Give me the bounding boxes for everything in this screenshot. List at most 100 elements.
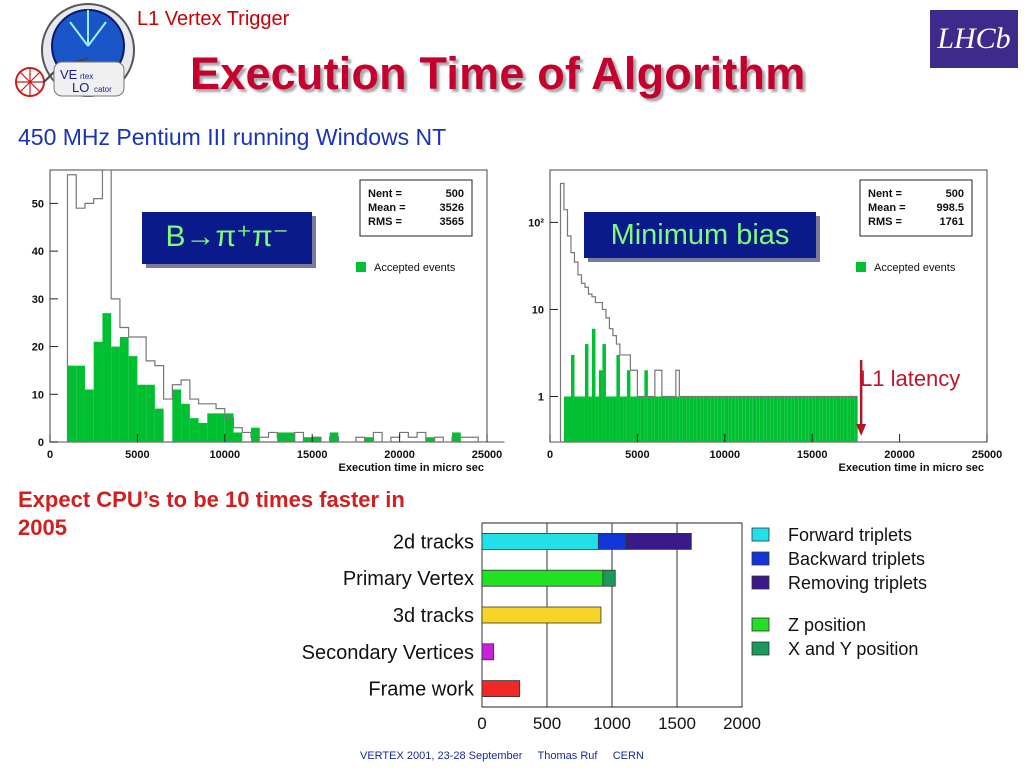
histogram-bar-accepted (425, 437, 435, 442)
stats-key-mean: Mean = (868, 202, 906, 214)
histogram-bar-accepted (843, 396, 848, 442)
histogram-bar-accepted (665, 396, 669, 442)
histogram-bar-accepted (619, 396, 624, 442)
histogram-bar-accepted (763, 396, 767, 442)
histogram-bar-accepted (728, 396, 732, 442)
panel-tag-minimum-bias-label: Minimum bias (610, 219, 790, 251)
histogram-bar-accepted (756, 396, 760, 442)
histogram-bar-accepted (595, 396, 599, 442)
histogram-bar-accepted (808, 396, 813, 442)
histogram-bar-accepted (224, 413, 234, 442)
histogram-bar-accepted (76, 365, 85, 442)
x-tick-label: 5000 (125, 449, 149, 461)
x-axis-label: Execution time in micro sec (339, 462, 485, 474)
histogram-bar-accepted (801, 396, 806, 442)
histogram-bar-accepted (172, 389, 182, 442)
histogram-bar-accepted (787, 396, 792, 442)
panel-tag-b-pipi-label: B→π⁺π⁻ (165, 220, 289, 253)
histogram-bar-accepted (207, 413, 217, 442)
histogram-bar-accepted (303, 437, 313, 442)
category-label: Secondary Vertices (302, 642, 474, 664)
category-label: 2d tracks (393, 531, 474, 553)
histogram-bar-accepted (93, 341, 103, 442)
x-tick-label: 10000 (710, 449, 741, 461)
x-tick-label: 15000 (797, 449, 828, 461)
histogram-bar-accepted (738, 396, 743, 442)
histogram-bar-accepted (822, 396, 827, 442)
legend-label-accepted: Accepted events (874, 262, 956, 274)
histogram-bar-accepted (675, 396, 680, 442)
y-tick-label: 10 (532, 304, 544, 316)
histogram-bar-accepted (717, 396, 722, 442)
histogram-bar-accepted (181, 403, 190, 442)
stats-value-nent: 500 (946, 188, 964, 200)
histogram-outline-all-events (550, 182, 858, 443)
histogram-bar-accepted (833, 396, 837, 442)
y-tick-label: 20 (32, 342, 44, 354)
histogram-bar-accepted (647, 396, 652, 442)
y-tick-label: 30 (32, 294, 44, 306)
x-tick-label: 25000 (972, 449, 1003, 461)
y-tick-label: 10 (32, 389, 44, 401)
histogram-bar-accepted (784, 396, 788, 442)
cpu-note: Expect CPU’s to be 10 times faster in 20… (18, 487, 405, 540)
machine-note: 450 MHz Pentium III running Windows NT (18, 124, 447, 150)
histogram-bar-accepted (584, 344, 589, 442)
legend-label: Forward triplets (788, 525, 912, 545)
histogram-bar-accepted (640, 396, 645, 442)
bar-segment (597, 532, 627, 550)
x-tick-label: 10000 (210, 449, 241, 461)
histogram-bar-accepted (581, 396, 585, 442)
slide-subtitle: L1 Vertex Trigger (137, 8, 290, 30)
histogram-bar-accepted (815, 396, 820, 442)
x-axis-label: Execution time in micro sec (839, 462, 985, 474)
histogram-bar-accepted (198, 422, 208, 442)
histogram-bar-accepted (67, 365, 77, 442)
legend-label-accepted: Accepted events (374, 262, 456, 274)
histogram-bar-accepted (654, 396, 659, 442)
histogram-bar-accepted (616, 354, 620, 442)
histogram-bar-accepted (700, 396, 704, 442)
histogram-bar-accepted (637, 396, 641, 442)
bar-segment (481, 532, 599, 550)
histogram-bar-accepted (693, 396, 697, 442)
histogram-bar-accepted (780, 396, 785, 442)
histogram-bar-accepted (563, 396, 568, 442)
stats-key-rms: RMS = (368, 216, 402, 228)
histogram-bar-accepted (591, 328, 596, 442)
legend-swatch-accepted (856, 262, 866, 272)
histogram-bar-accepted (567, 396, 571, 442)
latency-label: L1 latency (860, 366, 961, 391)
histogram-bar-accepted (686, 396, 690, 442)
histogram-bar-accepted (770, 396, 774, 442)
histogram-legend: Accepted events (856, 262, 956, 274)
histogram-bar-accepted (854, 396, 858, 442)
bar-segment (481, 643, 495, 661)
legend-swatch-accepted (356, 262, 366, 272)
histogram-bar-accepted (794, 396, 799, 442)
histogram-bar-accepted (630, 396, 634, 442)
bar-segment (481, 680, 521, 698)
histogram-bar-accepted (612, 396, 617, 442)
latency-arrow-head (856, 424, 867, 436)
histogram-bar-accepted (633, 396, 638, 442)
histogram-bar-accepted (721, 396, 725, 442)
histogram-bar-accepted (609, 396, 613, 442)
histogram-bar-accepted (812, 396, 816, 442)
stats-box-frame (359, 179, 473, 237)
histogram-bar-accepted (119, 337, 129, 442)
histogram-bar-accepted (233, 432, 243, 442)
bar-segment (481, 606, 602, 624)
histogram-bar-accepted (773, 396, 778, 442)
histogram-bar-accepted (661, 396, 666, 442)
logo-left-text-3: LO (72, 80, 89, 95)
histogram-bar-accepted (742, 396, 746, 442)
histogram-bar-accepted (623, 396, 627, 442)
category-label: Primary Vertex (343, 568, 474, 590)
stats-value-rms: 3565 (440, 216, 464, 228)
vertex-locator-logo: VE rtex LO cator (15, 3, 135, 97)
histogram-bar-accepted (626, 370, 631, 442)
x-tick-label: 1000 (593, 714, 631, 733)
x-tick-label: 0 (477, 714, 486, 733)
stats-key-rms: RMS = (868, 216, 902, 228)
